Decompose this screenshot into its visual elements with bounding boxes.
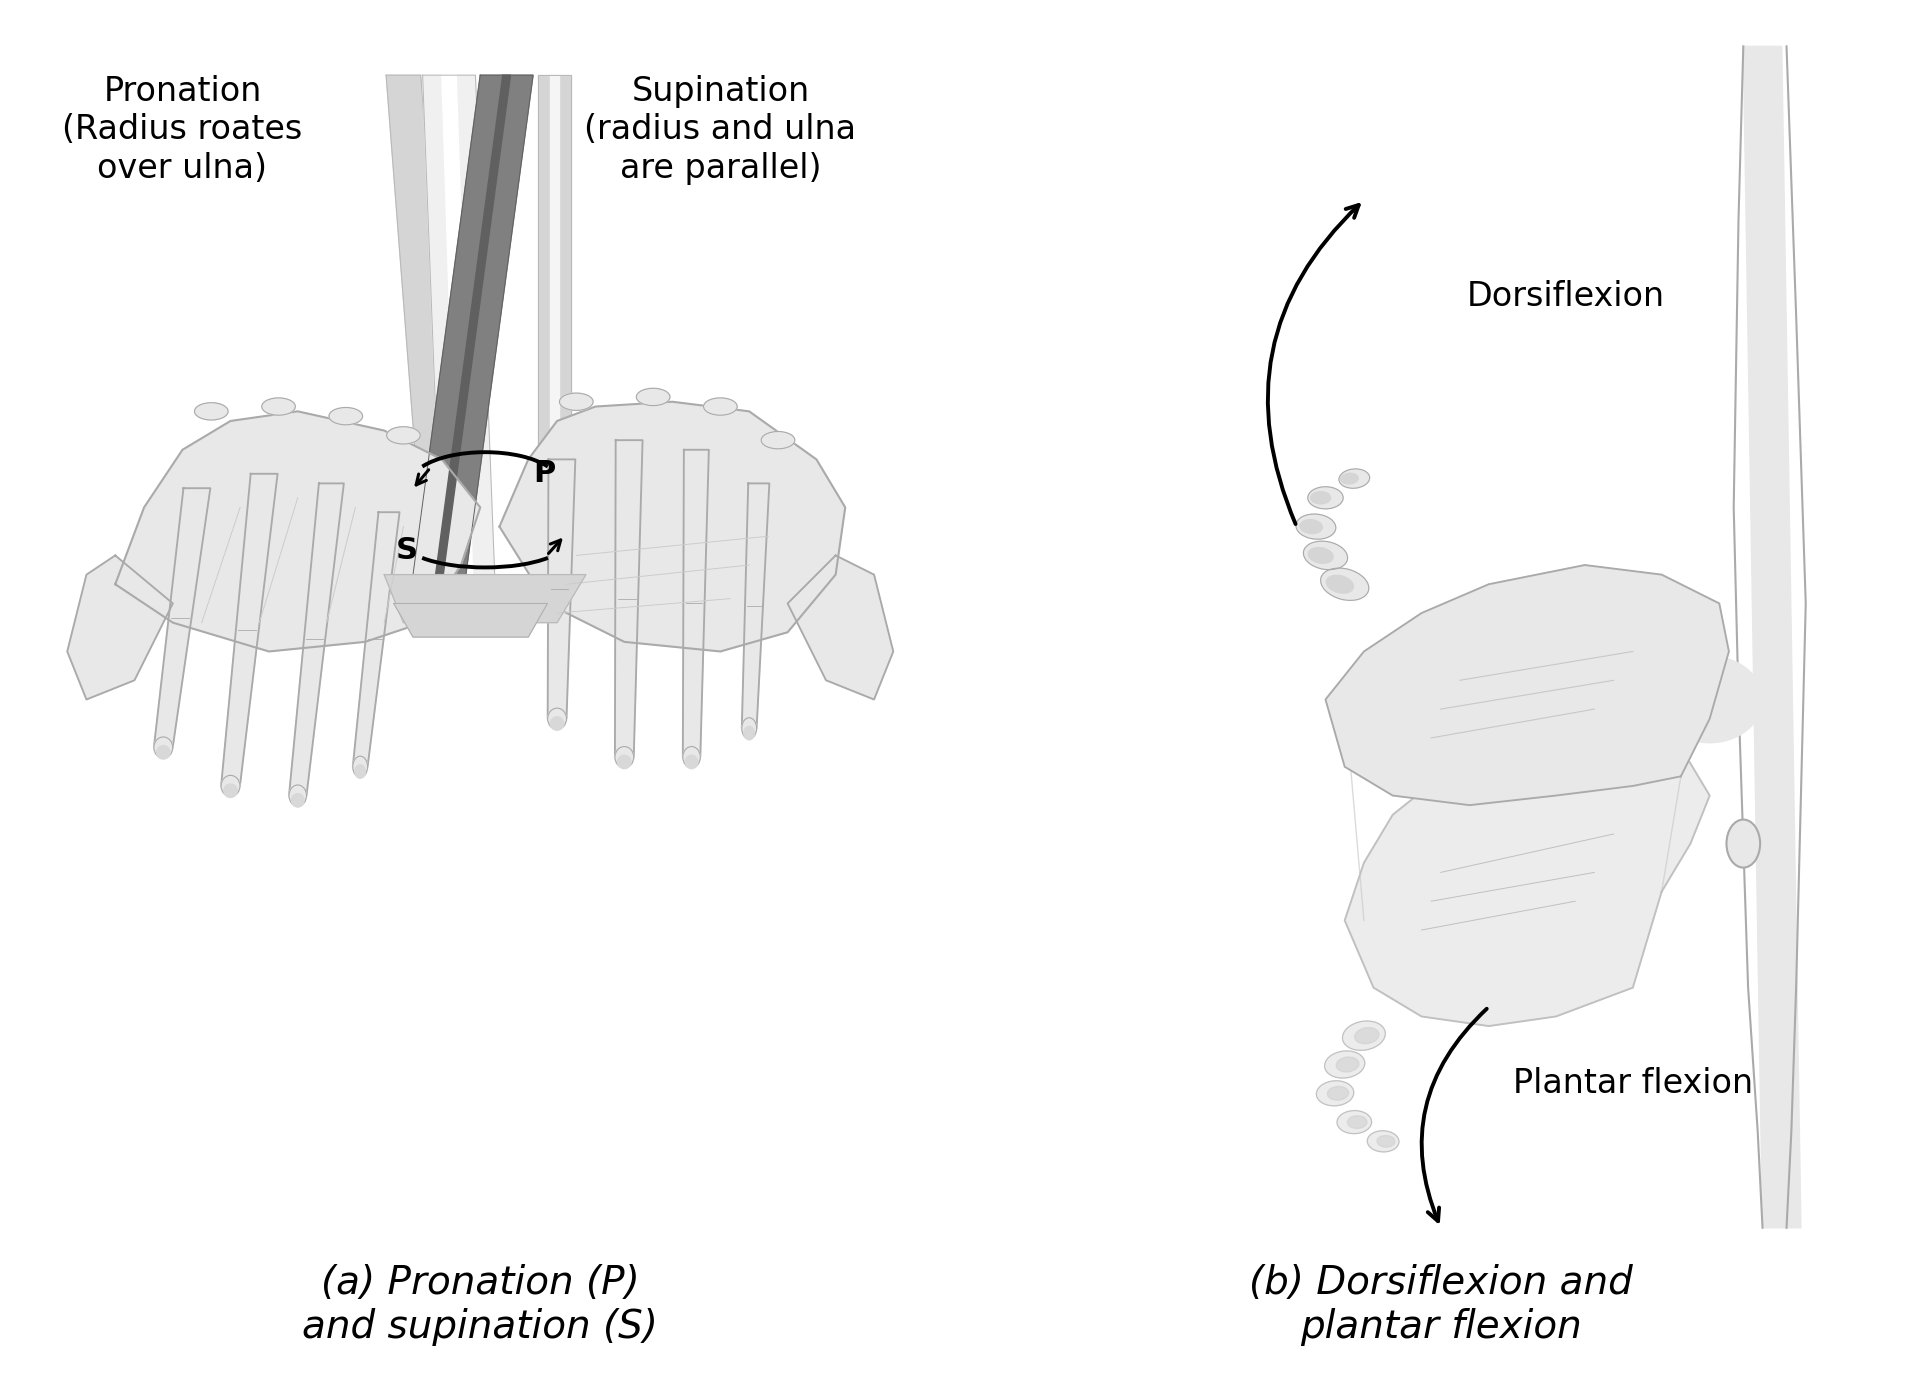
Polygon shape bbox=[442, 76, 473, 575]
Polygon shape bbox=[1325, 565, 1729, 806]
Ellipse shape bbox=[551, 716, 565, 730]
Ellipse shape bbox=[1327, 1087, 1349, 1100]
Ellipse shape bbox=[1339, 469, 1370, 488]
Ellipse shape bbox=[1727, 820, 1760, 867]
Polygon shape bbox=[353, 512, 400, 767]
FancyArrowPatch shape bbox=[1268, 206, 1358, 525]
Polygon shape bbox=[538, 76, 572, 575]
Ellipse shape bbox=[1308, 487, 1343, 509]
Ellipse shape bbox=[1347, 1116, 1368, 1129]
Ellipse shape bbox=[1301, 519, 1322, 533]
Ellipse shape bbox=[386, 427, 421, 443]
Ellipse shape bbox=[223, 783, 238, 797]
Polygon shape bbox=[386, 76, 459, 575]
Polygon shape bbox=[1345, 729, 1710, 1025]
Ellipse shape bbox=[1343, 1021, 1385, 1051]
Polygon shape bbox=[499, 402, 845, 652]
Polygon shape bbox=[154, 488, 211, 747]
Ellipse shape bbox=[154, 737, 173, 758]
Text: P: P bbox=[534, 459, 555, 488]
Polygon shape bbox=[384, 575, 586, 623]
Text: Dorsiflexion: Dorsiflexion bbox=[1466, 280, 1666, 312]
Polygon shape bbox=[115, 411, 480, 652]
Ellipse shape bbox=[686, 755, 697, 768]
Polygon shape bbox=[288, 484, 344, 796]
Polygon shape bbox=[682, 449, 709, 757]
Text: Pronation
(Radius roates
over ulna): Pronation (Radius roates over ulna) bbox=[61, 76, 304, 185]
Ellipse shape bbox=[636, 389, 670, 406]
Ellipse shape bbox=[288, 785, 307, 806]
Ellipse shape bbox=[1297, 513, 1335, 539]
Ellipse shape bbox=[1325, 1051, 1364, 1079]
Ellipse shape bbox=[743, 726, 755, 740]
Ellipse shape bbox=[1304, 541, 1347, 569]
Ellipse shape bbox=[221, 775, 240, 796]
Text: Supination
(radius and ulna
are parallel): Supination (radius and ulna are parallel… bbox=[584, 76, 857, 185]
Polygon shape bbox=[615, 441, 642, 757]
Ellipse shape bbox=[615, 747, 634, 768]
Ellipse shape bbox=[1308, 547, 1333, 564]
Ellipse shape bbox=[703, 397, 738, 416]
Text: (b) Dorsiflexion and
plantar flexion: (b) Dorsiflexion and plantar flexion bbox=[1249, 1263, 1633, 1346]
Polygon shape bbox=[423, 76, 496, 575]
Polygon shape bbox=[742, 484, 770, 729]
Ellipse shape bbox=[1656, 656, 1763, 743]
Ellipse shape bbox=[1337, 1058, 1358, 1072]
Text: (a) Pronation (P)
and supination (S): (a) Pronation (P) and supination (S) bbox=[302, 1263, 659, 1346]
Polygon shape bbox=[436, 76, 511, 575]
Ellipse shape bbox=[194, 403, 229, 420]
Polygon shape bbox=[67, 555, 173, 700]
Ellipse shape bbox=[1377, 1136, 1395, 1147]
Ellipse shape bbox=[1320, 568, 1370, 600]
Polygon shape bbox=[788, 555, 893, 700]
Ellipse shape bbox=[559, 393, 594, 410]
Polygon shape bbox=[413, 76, 534, 575]
Ellipse shape bbox=[1325, 575, 1354, 593]
Ellipse shape bbox=[619, 755, 632, 768]
Polygon shape bbox=[551, 76, 559, 575]
Ellipse shape bbox=[1354, 1028, 1379, 1044]
Ellipse shape bbox=[682, 747, 701, 768]
FancyArrowPatch shape bbox=[1422, 1009, 1487, 1221]
Ellipse shape bbox=[761, 431, 795, 449]
Polygon shape bbox=[394, 603, 547, 637]
Ellipse shape bbox=[292, 793, 304, 807]
Ellipse shape bbox=[742, 718, 757, 739]
Ellipse shape bbox=[547, 708, 567, 729]
Text: Plantar flexion: Plantar flexion bbox=[1514, 1067, 1754, 1100]
Ellipse shape bbox=[1337, 1111, 1372, 1133]
Ellipse shape bbox=[1368, 1130, 1398, 1151]
Ellipse shape bbox=[158, 746, 171, 760]
Ellipse shape bbox=[1310, 491, 1331, 504]
Ellipse shape bbox=[355, 765, 365, 778]
Polygon shape bbox=[221, 474, 279, 786]
Ellipse shape bbox=[1316, 1081, 1354, 1105]
Polygon shape bbox=[547, 459, 576, 719]
Ellipse shape bbox=[328, 407, 363, 425]
Ellipse shape bbox=[261, 397, 296, 416]
Ellipse shape bbox=[353, 757, 367, 778]
Ellipse shape bbox=[1341, 473, 1358, 484]
Text: S: S bbox=[396, 536, 419, 565]
Polygon shape bbox=[1744, 46, 1802, 1228]
